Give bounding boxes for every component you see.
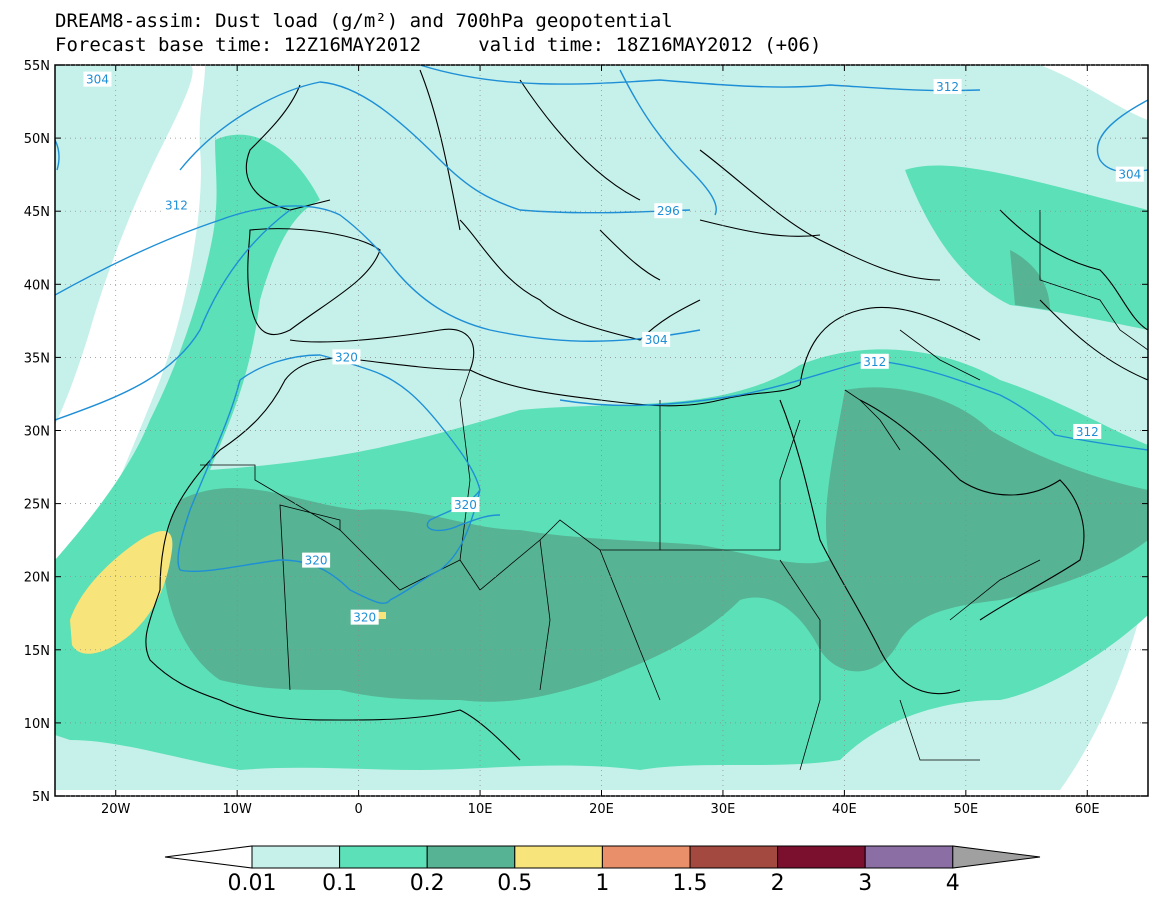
lat-label: 40N	[24, 278, 50, 293]
coastlines	[145, 69, 1148, 761]
lon-label: 30E	[711, 802, 736, 817]
svg-text:312: 312	[165, 198, 188, 212]
dust-area-0.5-small	[378, 612, 386, 619]
colorbar-bin	[689, 845, 779, 869]
colorbar-over-arrow	[952, 845, 1041, 869]
contour-label: 320	[451, 497, 480, 513]
lat-label: 50N	[24, 132, 50, 147]
colorbar-bin	[601, 845, 691, 869]
lon-label: 20E	[589, 802, 614, 817]
svg-text:320: 320	[454, 498, 477, 512]
axis-ticks	[55, 64, 1148, 797]
colorbar-label: 0.01	[228, 871, 277, 896]
contour-labels: 304304312312304296304320312312320320320	[83, 71, 1144, 625]
colorbar-bin	[251, 845, 341, 869]
latitude-labels: 55N 50N 45N 40N 35N 30N 25N 20N 15N 10N 5N	[24, 59, 50, 805]
svg-text:304: 304	[86, 73, 109, 87]
lat-label: 35N	[24, 351, 50, 366]
lat-label: 55N	[24, 59, 50, 74]
map-title: DREAM8-assim: Dust load (g/m²) and 700hP…	[55, 10, 673, 32]
lat-label: 15N	[24, 644, 50, 659]
longitude-labels: 20W 10W 0 10E 20E 30E 40E 50E 60E	[101, 802, 1100, 817]
lat-label: 25N	[24, 498, 50, 513]
contour-label: 304	[1115, 166, 1144, 182]
svg-text:312: 312	[863, 355, 886, 369]
lon-label: 10E	[468, 802, 493, 817]
contour-label: 296	[654, 203, 683, 219]
lon-label: 40E	[832, 802, 857, 817]
contour-label: 320	[332, 349, 361, 365]
colorbar-bin	[864, 845, 954, 869]
colorbar-label: 0.1	[322, 871, 357, 896]
lat-label: 45N	[24, 205, 50, 220]
contour-label: 320	[350, 609, 379, 625]
lon-label: 60E	[1075, 802, 1100, 817]
svg-text:320: 320	[353, 611, 376, 625]
colorbar-label: 1	[595, 871, 609, 896]
colorbar-label: 4	[946, 871, 960, 896]
svg-text:304: 304	[1118, 168, 1141, 182]
colorbar-bin	[514, 845, 603, 869]
colorbar-label: 0.5	[497, 871, 532, 896]
colorbar: 0.01 0.1 0.2 0.5 1 1.5 2 3 4	[164, 845, 1041, 896]
dust-area-0.5	[70, 530, 173, 654]
dust-area-0.2	[165, 250, 1148, 702]
lon-label: 10W	[222, 802, 252, 817]
lat-label: 30N	[24, 425, 50, 440]
country-borders	[200, 210, 1148, 771]
colorbar-bin	[777, 845, 866, 869]
colorbar-label: 1.5	[673, 871, 708, 896]
svg-text:304: 304	[645, 333, 668, 347]
colorbar-bin	[426, 845, 516, 869]
contour-label: 312	[933, 78, 962, 94]
svg-text:320: 320	[305, 554, 328, 568]
lon-label: 50E	[953, 802, 978, 817]
lat-label: 10N	[24, 717, 50, 732]
colorbar-label: 2	[771, 871, 785, 896]
colorbar-bin	[339, 845, 428, 869]
contour-label: 312	[860, 353, 889, 369]
contour-label: 304	[642, 331, 671, 347]
contour-label: 312	[162, 197, 191, 213]
contour-label: 304	[83, 71, 112, 87]
svg-text:312: 312	[1076, 425, 1099, 439]
svg-text:320: 320	[335, 350, 358, 364]
contour-label: 320	[302, 552, 331, 568]
lon-label: 0	[354, 802, 362, 817]
lat-label: 20N	[24, 571, 50, 586]
map-subtitle: Forecast base time: 12Z16MAY2012 valid t…	[55, 34, 822, 56]
colorbar-label: 3	[858, 871, 872, 896]
svg-text:312: 312	[936, 80, 959, 94]
svg-text:296: 296	[657, 204, 680, 218]
contour-label: 312	[1073, 423, 1102, 439]
lon-label: 20W	[101, 802, 131, 817]
lat-label: 5N	[32, 790, 50, 805]
colorbar-under-arrow	[164, 845, 253, 869]
colorbar-label: 0.2	[410, 871, 445, 896]
